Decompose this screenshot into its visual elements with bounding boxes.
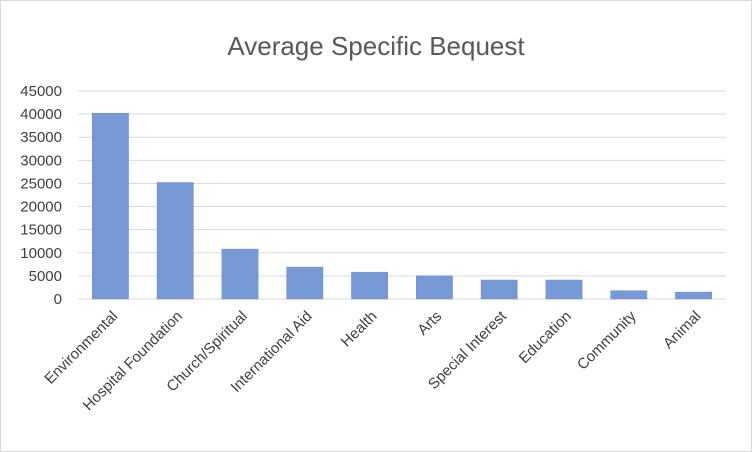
- bar-health: [351, 271, 388, 300]
- bar-community: [610, 290, 648, 300]
- bars: [92, 112, 712, 300]
- y-tick-label: 40000: [20, 106, 62, 123]
- y-tick-label: 0: [54, 291, 62, 308]
- y-tick-label: 15000: [20, 222, 62, 239]
- bar-church-spiritual: [221, 248, 259, 300]
- bar-special-interest: [480, 279, 518, 300]
- chart-title: Average Specific Bequest: [227, 31, 525, 61]
- bar-arts: [416, 275, 453, 300]
- y-tick-label: 20000: [20, 199, 62, 216]
- x-tick-label: Health: [338, 308, 381, 351]
- bar-animal: [675, 291, 712, 300]
- y-tick-label: 10000: [20, 245, 62, 262]
- y-tick-label: 30000: [20, 152, 62, 169]
- x-tick-label: Arts: [414, 308, 445, 339]
- y-tick-label: 45000: [20, 83, 62, 100]
- x-tick-label: Education: [516, 308, 575, 367]
- bar-international-aid: [286, 266, 324, 300]
- y-tick-label: 5000: [29, 268, 62, 285]
- bar-hospital-foundation: [156, 182, 194, 300]
- x-tick-label: Community: [574, 307, 640, 373]
- x-tick-label: Animal: [660, 308, 704, 352]
- y-tick-label: 35000: [20, 129, 62, 146]
- bar-education: [545, 279, 583, 300]
- bar-environmental: [92, 112, 129, 300]
- y-tick-label: 25000: [20, 175, 62, 192]
- y-axis-ticks: 0 5000 10000 15000 20000 25000 30000 35000 40000…: [20, 83, 62, 308]
